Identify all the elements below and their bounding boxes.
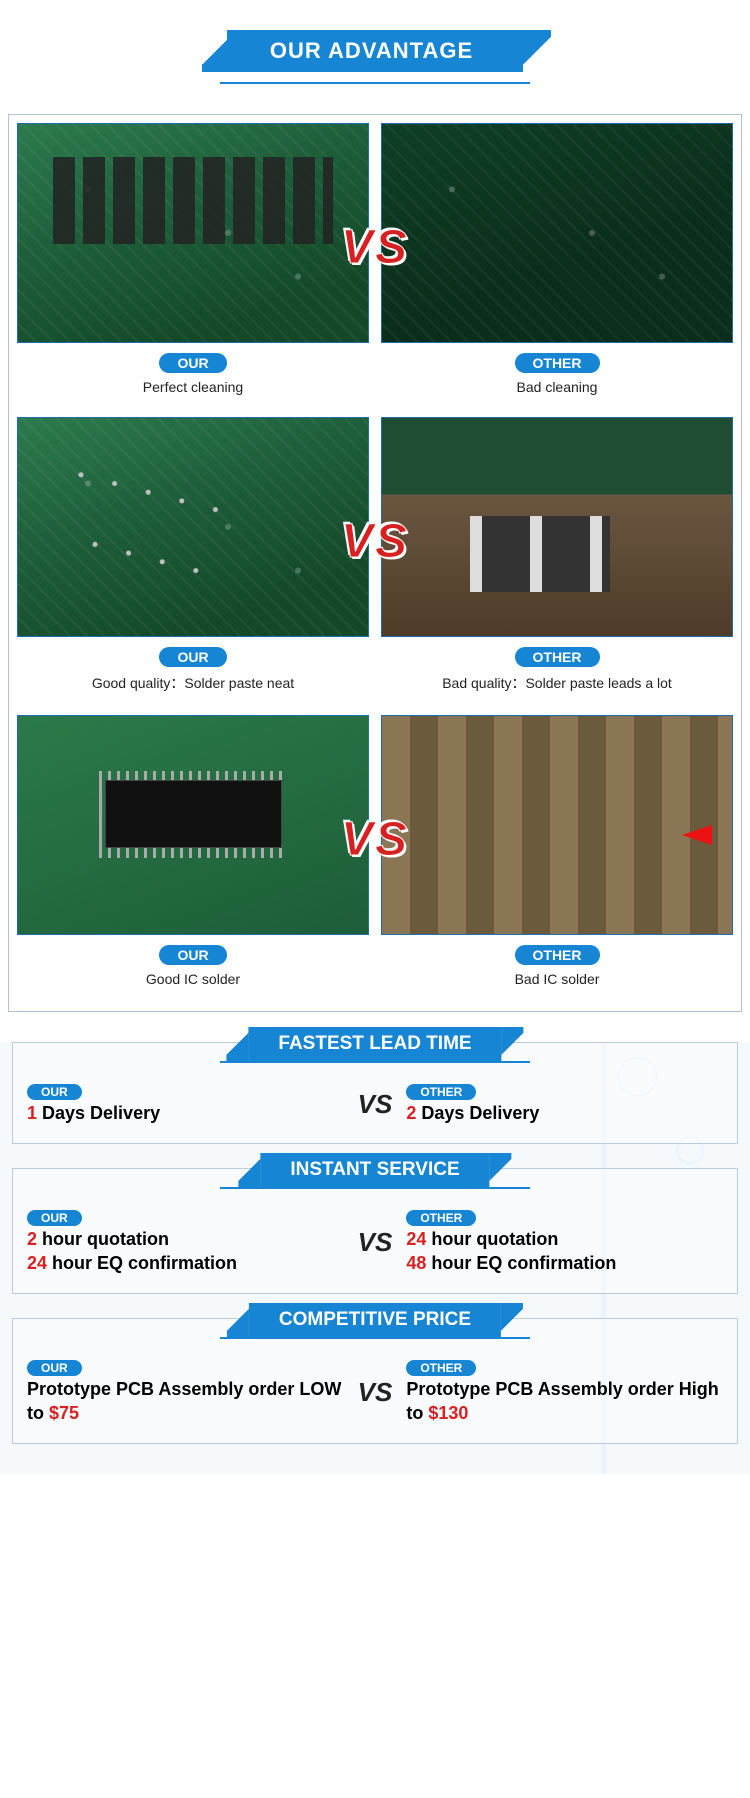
- compare-row-3: OUR Good IC solder OTHER Bad IC solder V…: [9, 707, 741, 1001]
- info-competitive-price: COMPETITIVE PRICE OUR Prototype PCB Asse…: [12, 1318, 738, 1444]
- pcb-image-our-2: [17, 417, 369, 637]
- other-badge: OTHER: [406, 1360, 476, 1376]
- service-other-l2-rest: hour EQ confirmation: [426, 1253, 616, 1273]
- our-badge: OUR: [27, 1360, 82, 1376]
- our-badge: OUR: [159, 945, 226, 965]
- section-title-price: COMPETITIVE PRICE: [249, 1303, 501, 1337]
- lead-other-num: 2: [406, 1103, 416, 1123]
- pcb-image-other-3: [381, 715, 733, 935]
- section-title-lead: FASTEST LEAD TIME: [248, 1027, 501, 1061]
- lead-other-text: 2 Days Delivery: [406, 1102, 723, 1125]
- section-title-service: INSTANT SERVICE: [260, 1153, 489, 1187]
- our-badge: OUR: [159, 353, 226, 373]
- vs-label-2: VS: [341, 514, 409, 569]
- section-underline: [220, 1061, 530, 1063]
- lead-other: OTHER 2 Days Delivery: [406, 1083, 723, 1125]
- other-badge: OTHER: [515, 945, 600, 965]
- price-other-val: $130: [428, 1403, 468, 1423]
- other-badge: OTHER: [515, 647, 600, 667]
- service-our-l2: 24 hour EQ confirmation: [27, 1252, 344, 1275]
- section-underline: [220, 1187, 530, 1189]
- service-our-l1-num: 2: [27, 1229, 37, 1249]
- caption-our-1: Perfect cleaning: [17, 379, 369, 395]
- service-other-l1: 24 hour quotation: [406, 1228, 723, 1251]
- vs-label-3: VS: [341, 812, 409, 867]
- price-our: OUR Prototype PCB Assembly order LOW to …: [27, 1359, 344, 1425]
- compare-other-2: OTHER Bad quality：Solder paste leads a l…: [381, 417, 733, 707]
- compare-our-3: OUR Good IC solder: [17, 715, 369, 1001]
- vs-label-1: VS: [341, 220, 409, 275]
- vs-small: VS: [344, 1377, 407, 1408]
- service-our-l1-rest: hour quotation: [37, 1229, 169, 1249]
- service-other-l1-num: 24: [406, 1229, 426, 1249]
- other-badge: OTHER: [406, 1084, 476, 1100]
- caption-our-2: Good quality：Solder paste neat: [17, 673, 369, 693]
- lead-other-rest: Days Delivery: [416, 1103, 539, 1123]
- compare-other-3: OTHER Bad IC solder: [381, 715, 733, 1001]
- pcb-image-our-3: [17, 715, 369, 935]
- service-other: OTHER 24 hour quotation 48 hour EQ confi…: [406, 1209, 723, 1275]
- pcb-image-our-1: [17, 123, 369, 343]
- price-other: OTHER Prototype PCB Assembly order High …: [406, 1359, 723, 1425]
- compare-row-1: OUR Perfect cleaning OTHER Bad cleaning …: [9, 115, 741, 409]
- section-underline: [220, 1337, 530, 1339]
- header: OUR ADVANTAGE: [0, 0, 750, 82]
- vs-small: VS: [344, 1227, 407, 1258]
- lead-our-num: 1: [27, 1103, 37, 1123]
- lead-our-text: 1 Days Delivery: [27, 1102, 344, 1125]
- service-other-l1-rest: hour quotation: [426, 1229, 558, 1249]
- info-lead-time: FASTEST LEAD TIME OUR 1 Days Delivery VS…: [12, 1042, 738, 1144]
- caption-other-3: Bad IC solder: [381, 971, 733, 987]
- our-badge: OUR: [27, 1084, 82, 1100]
- info-instant-service: INSTANT SERVICE OUR 2 hour quotation 24 …: [12, 1168, 738, 1294]
- lead-our-rest: Days Delivery: [37, 1103, 160, 1123]
- pcb-image-other-1: [381, 123, 733, 343]
- service-our-l2-num: 24: [27, 1253, 47, 1273]
- pcb-image-other-2: [381, 417, 733, 637]
- price-our-val: $75: [49, 1403, 79, 1423]
- caption-other-2: Bad quality：Solder paste leads a lot: [381, 673, 733, 693]
- compare-row-2: OUR Good quality：Solder paste neat OTHER…: [9, 409, 741, 707]
- price-other-text: Prototype PCB Assembly order High to $13…: [406, 1378, 723, 1425]
- vs-small: VS: [344, 1089, 407, 1120]
- info-section: FASTEST LEAD TIME OUR 1 Days Delivery VS…: [0, 1042, 750, 1474]
- compare-other-1: OTHER Bad cleaning: [381, 123, 733, 409]
- comparison-gallery: OUR Perfect cleaning OTHER Bad cleaning …: [8, 114, 742, 1012]
- price-our-text: Prototype PCB Assembly order LOW to $75: [27, 1378, 344, 1425]
- service-our: OUR 2 hour quotation 24 hour EQ confirma…: [27, 1209, 344, 1275]
- our-badge: OUR: [27, 1210, 82, 1226]
- compare-our-1: OUR Perfect cleaning: [17, 123, 369, 409]
- caption-other-1: Bad cleaning: [381, 379, 733, 395]
- title-underline: [220, 82, 530, 84]
- other-badge: OTHER: [515, 353, 600, 373]
- lead-our: OUR 1 Days Delivery: [27, 1083, 344, 1125]
- service-our-l2-rest: hour EQ confirmation: [47, 1253, 237, 1273]
- other-badge: OTHER: [406, 1210, 476, 1226]
- compare-our-2: OUR Good quality：Solder paste neat: [17, 417, 369, 707]
- service-other-l2: 48 hour EQ confirmation: [406, 1252, 723, 1275]
- page-title: OUR ADVANTAGE: [227, 30, 523, 72]
- our-badge: OUR: [159, 647, 226, 667]
- service-other-l2-num: 48: [406, 1253, 426, 1273]
- service-our-l1: 2 hour quotation: [27, 1228, 344, 1251]
- caption-our-3: Good IC solder: [17, 971, 369, 987]
